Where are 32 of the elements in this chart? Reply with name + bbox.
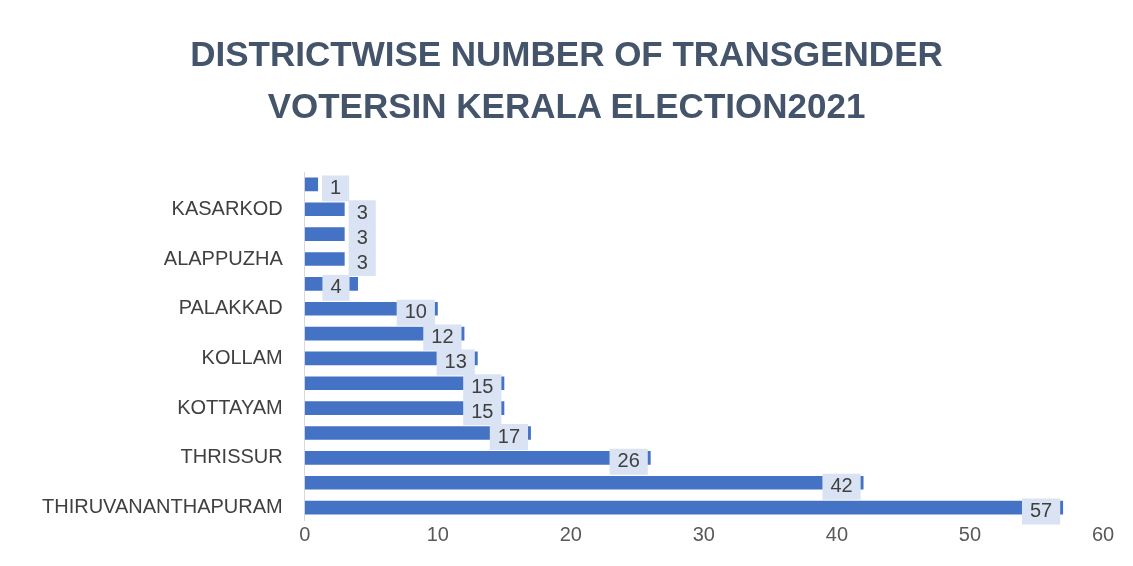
x-tick-label: 0 [299,522,311,545]
data-label: 17 [497,424,521,447]
x-tick-label: 10 [426,522,449,545]
x-tick-label: 50 [958,522,982,545]
y-tick-label: THIRUVANANTHAPURAM [41,495,283,518]
y-tick-label: ALAPPUZHA [163,246,284,269]
y-tick-label: THRISSUR [180,445,283,468]
data-label: 26 [617,449,640,472]
y-tick-label: PALAKKAD [178,296,283,319]
data-label: 10 [404,300,427,323]
x-tick-label: 30 [692,522,715,545]
y-tick-label: KASARKOD [171,196,283,219]
data-label: 4 [330,275,342,298]
data-label: 3 [356,250,368,273]
x-tick-label: 40 [825,522,849,545]
y-tick-label: KOTTAYAM [177,395,283,418]
chart-title: DISTRICTWISE NUMBER OF TRANSGENDER VOTERSIN KERALA ELECTION2021 [189,33,944,127]
x-tick-label: 60 [1091,522,1115,545]
x-tick-label: 20 [559,522,582,545]
bar [304,177,319,192]
data-label: 3 [356,225,368,248]
data-label: 57 [1029,499,1053,522]
data-label: 15 [471,374,494,397]
y-tick-label: KOLLAM [201,345,283,368]
bar [304,227,345,241]
data-label: 12 [431,325,454,348]
data-label: 15 [471,399,494,422]
data-label: 42 [830,474,853,497]
bar [304,252,345,266]
data-label: 3 [356,200,368,223]
data-label: 1 [330,175,342,198]
data-label: 13 [444,349,467,372]
